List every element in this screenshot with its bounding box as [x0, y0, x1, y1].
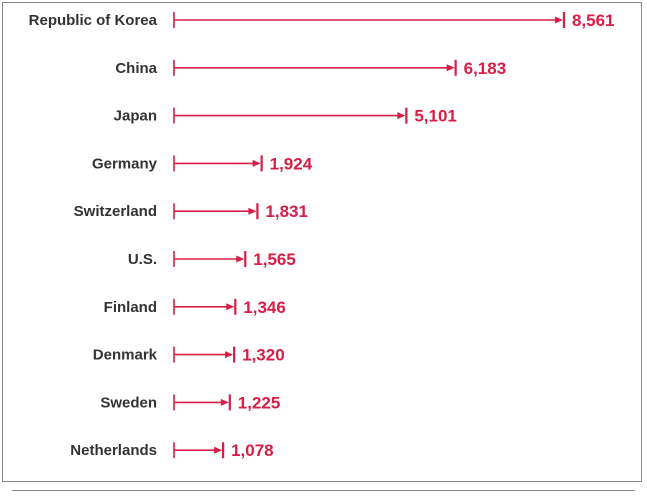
value-label: 1,924	[270, 154, 313, 173]
category-label: Finland	[104, 299, 157, 316]
bar-row: Switzerland 1,831	[74, 202, 308, 221]
bar-row: U.S. 1,565	[128, 250, 296, 269]
bar-arrowhead	[220, 398, 229, 406]
bar-arrowhead	[214, 446, 223, 454]
bar-row: Sweden 1,225	[100, 393, 280, 412]
footer-rule	[12, 490, 635, 491]
bar-arrowhead	[248, 207, 257, 215]
bar-arrowhead	[446, 64, 455, 72]
bar-row: Netherlands 1,078	[70, 441, 273, 460]
category-label: China	[115, 60, 157, 77]
bar-arrowhead	[252, 159, 261, 167]
category-label: Japan	[114, 108, 157, 125]
value-label: 6,183	[464, 59, 507, 78]
bar-row: China 6,183	[115, 59, 506, 78]
bar-row: Germany 1,924	[92, 154, 313, 173]
category-label: Denmark	[93, 347, 158, 364]
category-label: Switzerland	[74, 203, 157, 220]
value-label: 1,831	[265, 202, 308, 221]
value-label: 5,101	[414, 107, 457, 126]
bar-row: Republic of Korea 8,561	[29, 11, 615, 30]
category-label: U.S.	[128, 251, 157, 268]
value-label: 1,320	[242, 346, 285, 365]
bar-arrowhead	[554, 16, 563, 24]
bar-arrowhead	[226, 303, 235, 311]
value-label: 8,561	[572, 11, 615, 30]
bar-arrowhead	[397, 112, 406, 120]
bar-row: Finland 1,346	[104, 298, 286, 317]
value-label: 1,346	[243, 298, 286, 317]
value-label: 1,565	[253, 250, 296, 269]
value-label: 1,225	[238, 393, 281, 412]
category-label: Sweden	[100, 394, 157, 411]
bar-row: Japan 5,101	[114, 107, 457, 126]
bar-arrowhead	[236, 255, 245, 263]
chart-frame	[2, 2, 642, 482]
category-label: Germany	[92, 155, 158, 172]
value-label: 1,078	[231, 441, 274, 460]
bar-arrowhead	[225, 351, 234, 359]
bar-row: Denmark 1,320	[93, 346, 285, 365]
category-label: Republic of Korea	[29, 12, 158, 29]
category-label: Netherlands	[70, 442, 157, 459]
